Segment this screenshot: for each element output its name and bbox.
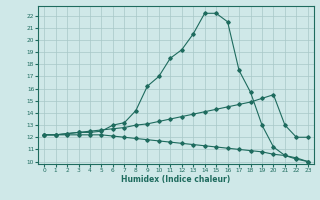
X-axis label: Humidex (Indice chaleur): Humidex (Indice chaleur) [121,175,231,184]
